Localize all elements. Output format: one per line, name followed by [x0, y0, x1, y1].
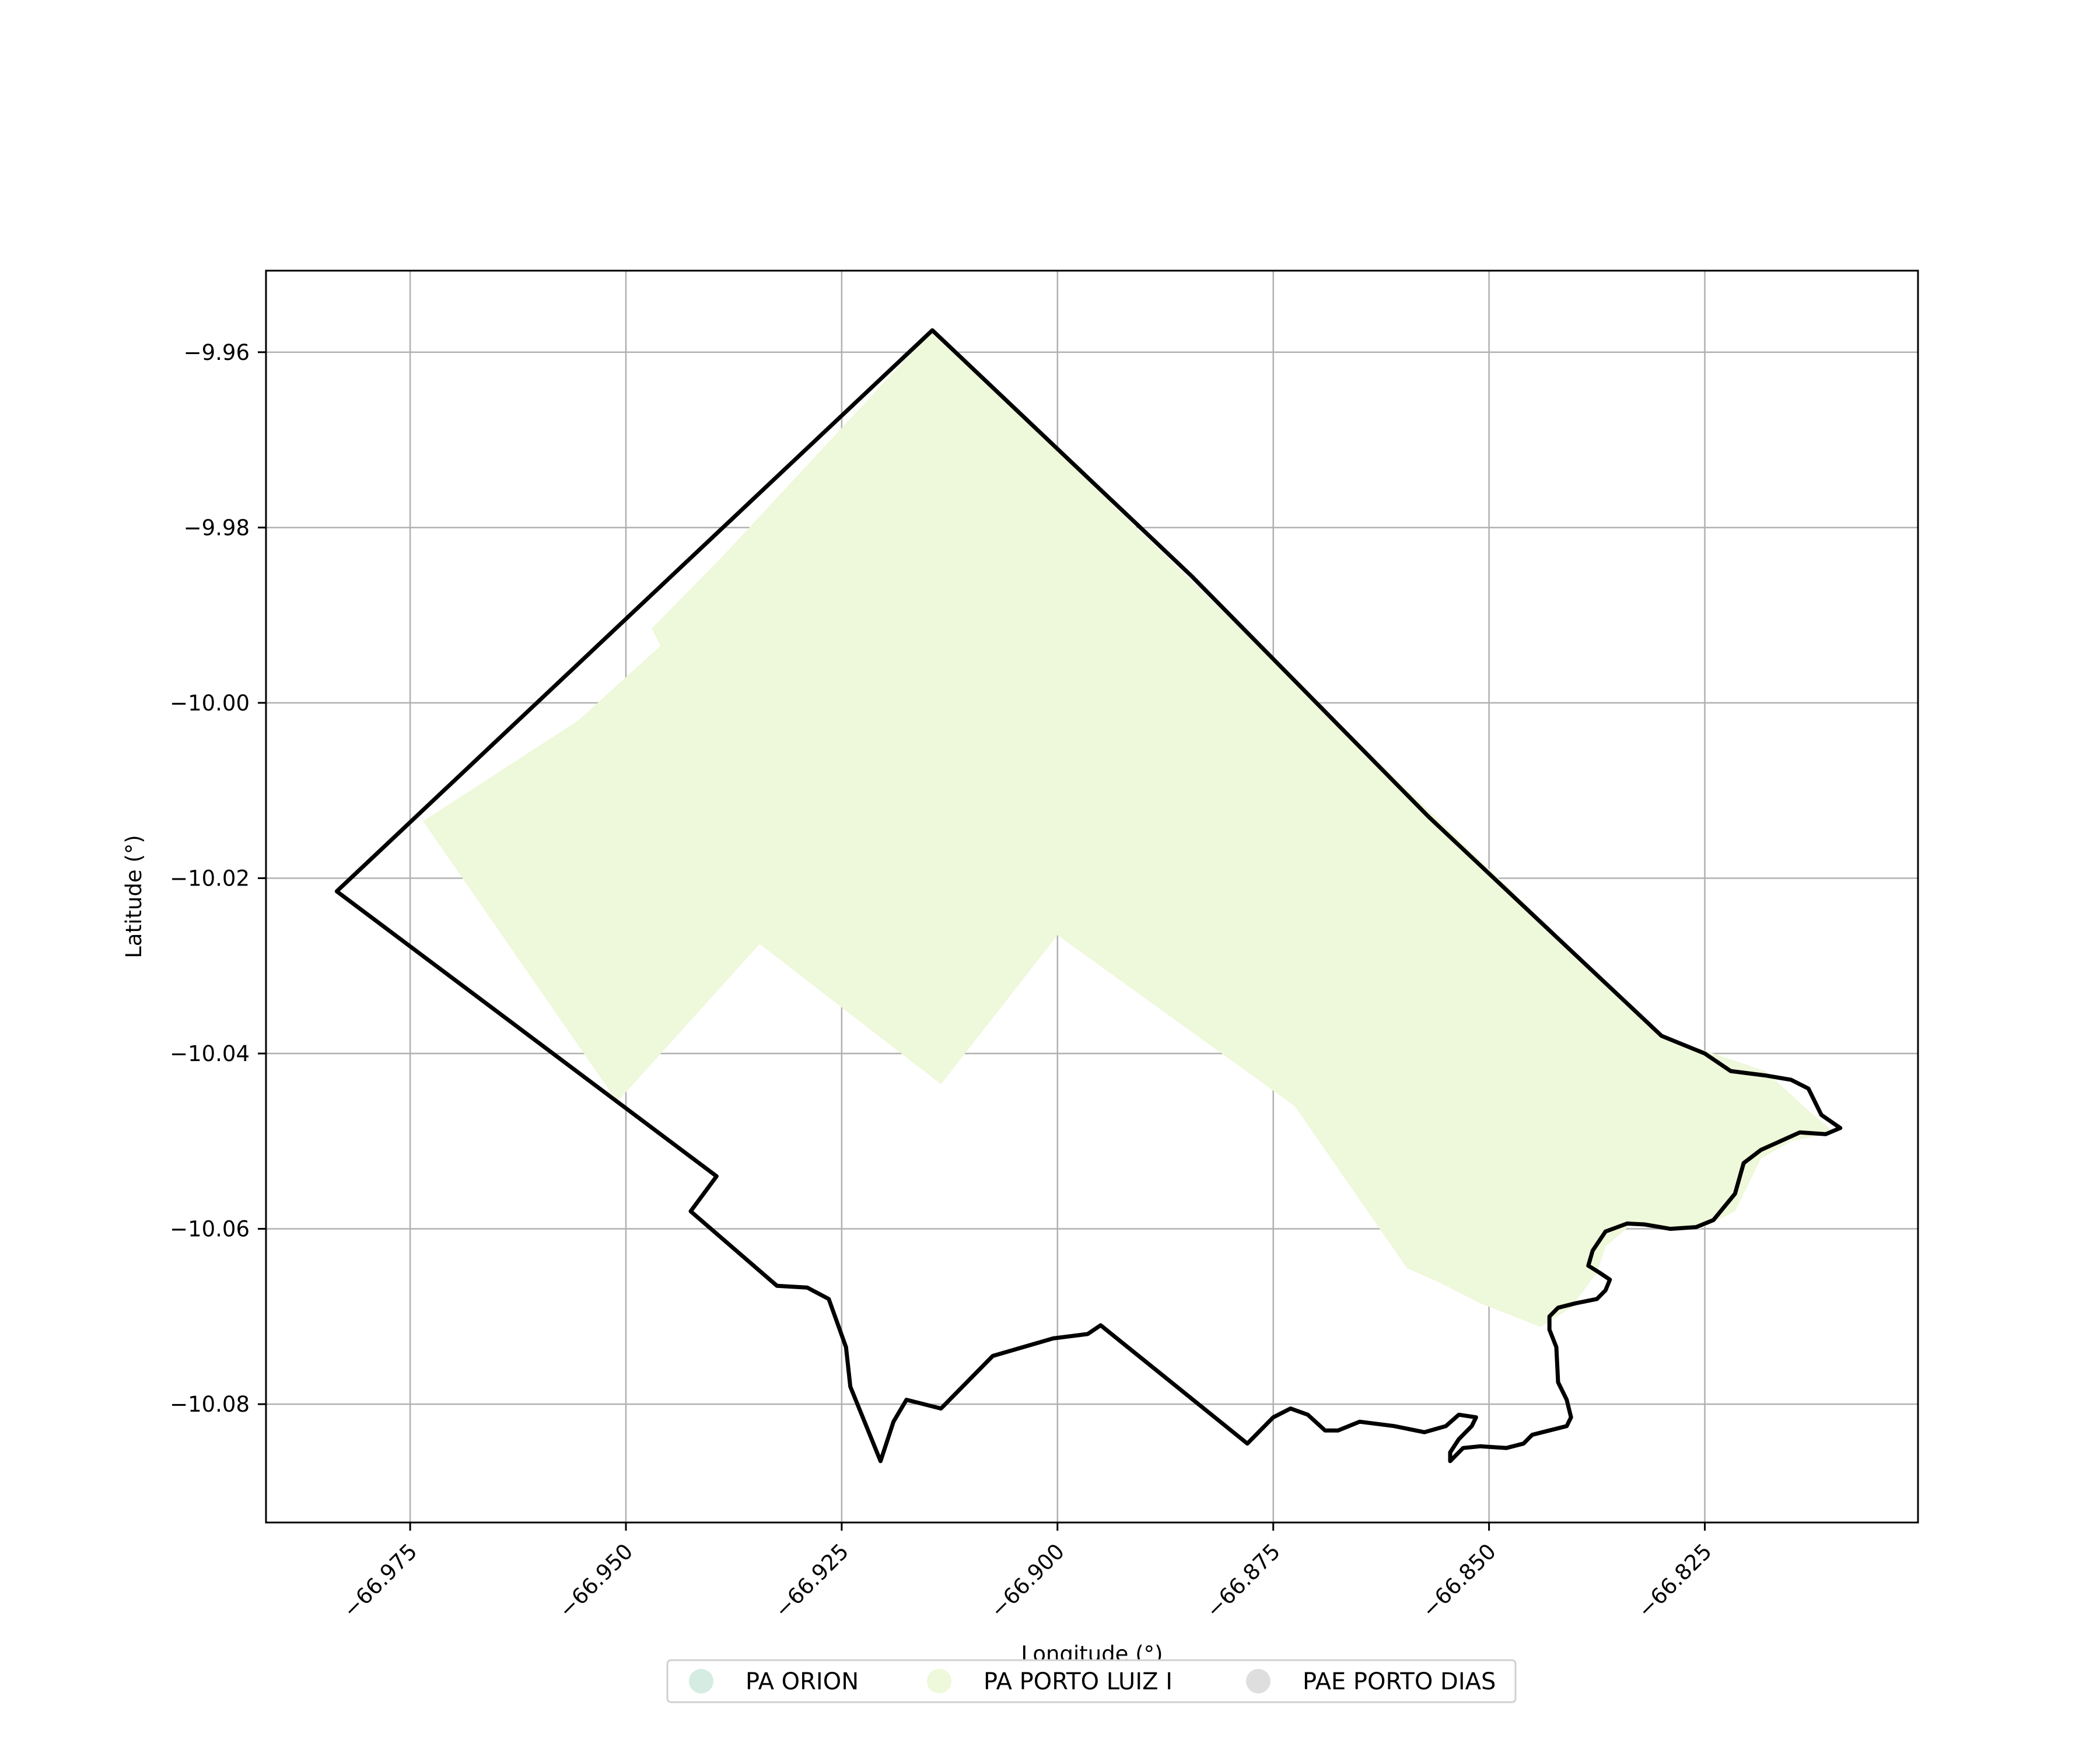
legend: PA ORION PA PORTO LUIZ I PAE PORTO DIAS: [666, 1659, 1517, 1703]
legend-label-1: PA PORTO LUIZ I: [984, 1668, 1172, 1695]
region-fill-layer: [423, 330, 1835, 1327]
legend-label-2: PAE PORTO DIAS: [1303, 1668, 1496, 1695]
y-tick-label-0: −9.96: [184, 340, 250, 365]
y-tick-label-2: −10.00: [170, 691, 250, 716]
y-tick-label-1: −9.98: [184, 515, 250, 540]
y-axis-title: Latitude (°): [121, 835, 146, 958]
legend-item-1: PA PORTO LUIZ I: [927, 1668, 1172, 1695]
legend-item-0: PA ORION: [689, 1668, 859, 1695]
y-tick-label-6: −10.08: [170, 1392, 250, 1417]
x-tick-label-4: −66.875: [1201, 1539, 1285, 1623]
legend-item-2: PAE PORTO DIAS: [1246, 1668, 1496, 1695]
region-outline: [334, 328, 1843, 1464]
x-axis-ticks: −66.975 −66.950 −66.925 −66.900 −66.875 −66.8…: [338, 1522, 1717, 1623]
x-tick-label-0: −66.975: [338, 1539, 422, 1623]
y-axis-ticks: −9.96 −9.98 −10.00 −10.02 −10.04 −10.06 −10.08: [170, 340, 266, 1417]
x-tick-label-3: −66.900: [985, 1539, 1069, 1623]
x-tick-label-5: −66.850: [1417, 1539, 1501, 1623]
legend-marker-2: [1246, 1669, 1270, 1693]
y-tick-label-4: −10.04: [170, 1041, 250, 1066]
x-tick-label-1: −66.950: [554, 1539, 638, 1623]
region-outline-layer: [334, 328, 1843, 1464]
plot-frame: [265, 270, 1919, 1524]
y-tick-label-5: −10.06: [170, 1217, 250, 1242]
legend-frame: [666, 1659, 1517, 1703]
y-tick-label-3: −10.02: [170, 866, 250, 891]
x-tick-label-2: −66.925: [769, 1539, 853, 1623]
legend-marker-0: [689, 1669, 713, 1693]
x-tick-label-6: −66.825: [1633, 1539, 1717, 1623]
legend-items: PA ORION PA PORTO LUIZ I PAE PORTO DIAS: [689, 1668, 1496, 1695]
legend-label-0: PA ORION: [746, 1668, 859, 1695]
region-fill-pa-porto-luiz-i: [423, 330, 1835, 1327]
legend-marker-1: [927, 1669, 951, 1693]
